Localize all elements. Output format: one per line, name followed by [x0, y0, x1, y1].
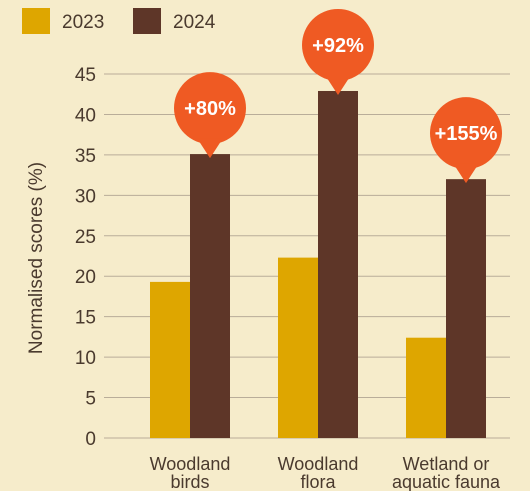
y-tick-label: 5: [85, 389, 96, 410]
bar-2024-2: [318, 90, 358, 438]
legend-swatch-2024: [133, 8, 161, 34]
legend: 2023 2024: [22, 8, 216, 34]
change-bubble: +92%: [302, 8, 374, 95]
bars: [150, 90, 486, 438]
category-label: Woodland flora: [278, 454, 359, 491]
y-tick-label: 20: [75, 267, 96, 288]
y-tick-label: 10: [75, 348, 96, 369]
category-label: Woodland birds: [150, 454, 231, 491]
y-tick-label: 15: [75, 308, 96, 329]
y-tick-label: 0: [85, 429, 96, 450]
bar-2024-3: [446, 179, 486, 438]
y-tick-label: 35: [75, 146, 96, 167]
change-label: +92%: [312, 35, 364, 57]
change-bubble: +155%: [430, 97, 502, 184]
bar-2023-1: [150, 281, 190, 438]
change-label: +80%: [184, 98, 236, 120]
legend-swatch-2023: [22, 8, 50, 34]
bar-2024-1: [190, 154, 230, 438]
change-bubble: +80%: [174, 72, 246, 159]
category-label: Wetland or aquatic fauna: [392, 454, 501, 491]
legend-label-2023: 2023: [62, 12, 104, 33]
y-axis-ticks: 0 5 10 15 20 25 30 35 40 45: [75, 65, 96, 450]
y-tick-label: 45: [75, 65, 96, 86]
change-annotations: +80% +92% +155%: [174, 8, 502, 184]
bar-2023-2: [278, 257, 318, 438]
y-tick-label: 30: [75, 186, 96, 207]
change-label: +155%: [435, 123, 498, 145]
y-tick-label: 40: [75, 105, 96, 126]
y-tick-label: 25: [75, 227, 96, 248]
bar-2023-3: [406, 337, 446, 438]
legend-label-2024: 2024: [173, 12, 216, 33]
x-axis-category-labels: Woodland birds Woodland flora Wetland or aqua…: [150, 454, 501, 491]
y-axis-label: Normalised scores (%): [26, 162, 47, 354]
